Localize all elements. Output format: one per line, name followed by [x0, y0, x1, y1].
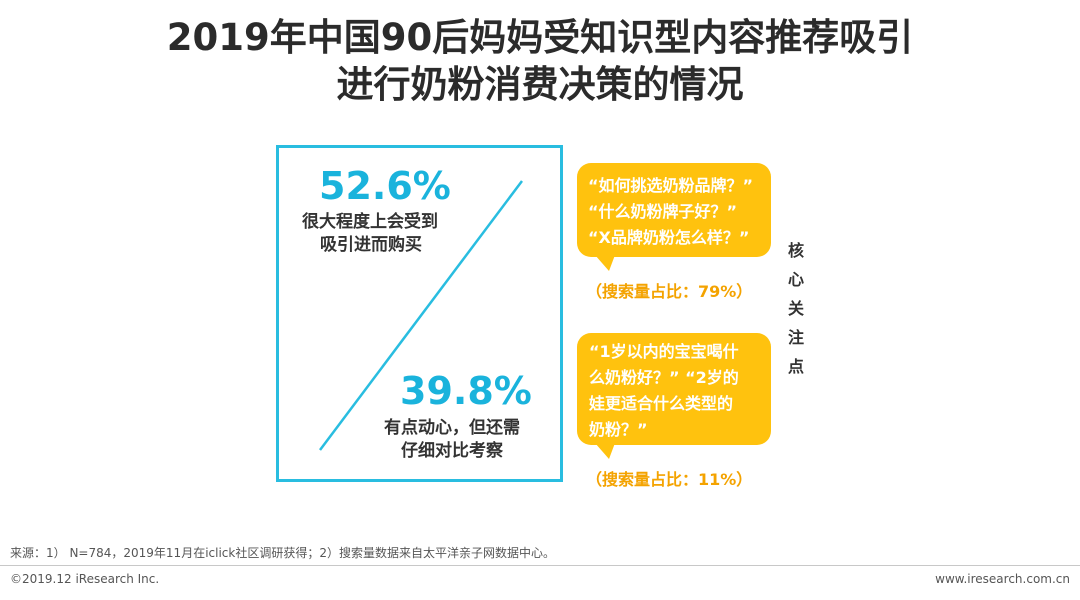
search-share-2: （搜索量占比：11%）: [586, 470, 753, 489]
stat-desc-2-line-2: 仔细对比考察: [401, 441, 503, 461]
core-focus-label: 核 心 关 注 点: [786, 236, 806, 381]
core-focus-char-5: 点: [787, 357, 804, 376]
page-title: 2019年中国90后妈妈受知识型内容推荐吸引 进行奶粉消费决策的情况: [0, 14, 1080, 108]
core-focus-char-2: 心: [787, 270, 804, 289]
core-focus-char-1: 核: [787, 241, 804, 260]
source-note: 来源：1） N=784，2019年11月在iclick社区调研获得；2）搜索量数…: [10, 546, 555, 560]
footer-divider: [0, 565, 1080, 566]
bubble-1-line-3: “X品牌奶粉怎么样？”: [588, 228, 750, 247]
search-bubble-2: “1岁以内的宝宝喝什 么奶粉好？” “2岁的 娃更适合什么类型的 奶粉？”: [577, 333, 771, 459]
bubble-2-line-3: 娃更适合什么类型的: [589, 394, 734, 413]
stat-value-1: 52.6%: [319, 164, 451, 208]
core-focus-char-3: 关: [787, 299, 804, 318]
divider-line: [319, 180, 523, 451]
chart-frame: [276, 145, 563, 482]
diagonal-divider-line: [319, 180, 523, 451]
bubble-2-line-2: 么奶粉好？” “2岁的: [589, 368, 739, 387]
bubble-1-tail: [595, 255, 615, 271]
core-focus-char-4: 注: [787, 328, 804, 347]
search-share-1: （搜索量占比：79%）: [586, 282, 753, 301]
bubble-2-line-1: “1岁以内的宝宝喝什: [589, 342, 739, 361]
stat-desc-2-line-1: 有点动心，但还需: [384, 418, 520, 438]
stat-value-2: 39.8%: [400, 369, 532, 413]
bubble-2-line-4: 奶粉？”: [589, 420, 648, 439]
search-bubble-1: “如何挑选奶粉品牌？” “什么奶粉牌子好？” “X品牌奶粉怎么样？”: [577, 163, 771, 271]
copyright: ©2019.12 iResearch Inc.: [10, 572, 160, 586]
bubble-2-tail: [595, 443, 615, 459]
bubble-1-line-1: “如何挑选奶粉品牌？”: [588, 176, 754, 195]
website-link[interactable]: www.iresearch.com.cn: [935, 572, 1070, 586]
stat-desc-1-line-2: 吸引进而购买: [320, 235, 422, 255]
stat-desc-1-line-1: 很大程度上会受到: [302, 212, 438, 232]
bubble-1-line-2: “什么奶粉牌子好？”: [588, 202, 738, 221]
title-line-1: 2019年中国90后妈妈受知识型内容推荐吸引: [166, 16, 914, 59]
title-line-2: 进行奶粉消费决策的情况: [336, 63, 744, 106]
